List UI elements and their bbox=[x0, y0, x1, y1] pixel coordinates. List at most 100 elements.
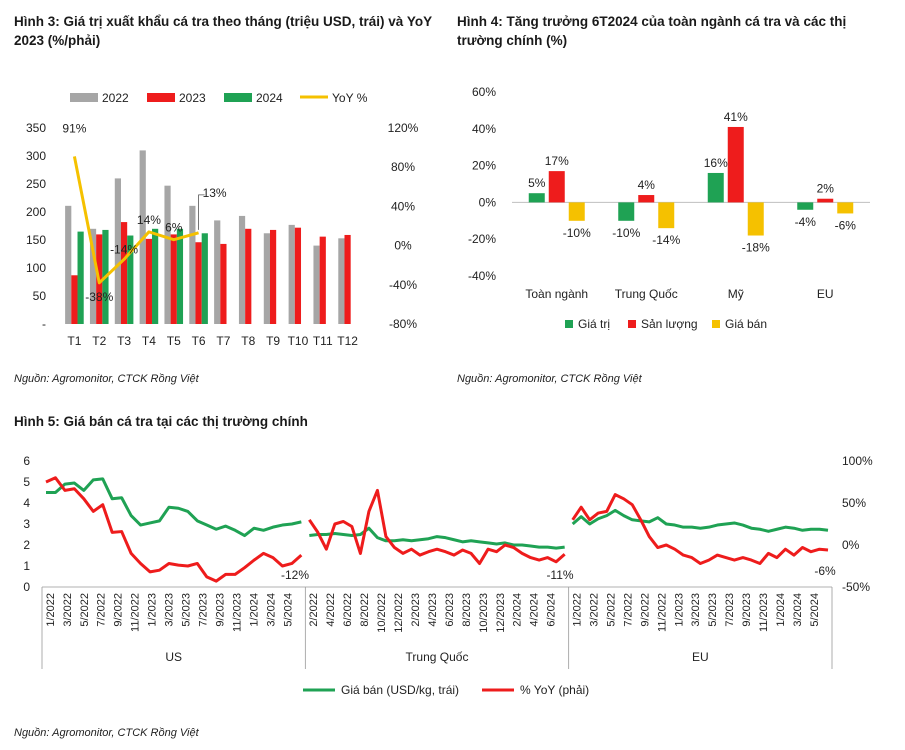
legend-label-2023: 2023 bbox=[179, 91, 206, 105]
x-tick-label: Trung Quốc bbox=[615, 287, 678, 301]
bar-2023-T7 bbox=[220, 243, 227, 324]
y-tick: 20% bbox=[472, 159, 496, 173]
data-label: -4% bbox=[795, 215, 817, 229]
x-date-tick: 3/2024 bbox=[265, 593, 277, 627]
legend-label-yoy: % YoY (phải) bbox=[520, 683, 589, 697]
y-left-tick: 150 bbox=[26, 233, 46, 247]
yoy-data-label: -14% bbox=[110, 242, 138, 256]
price-line-Trung Quốc bbox=[309, 526, 565, 550]
yoy-end-label: -11% bbox=[546, 568, 573, 582]
x-date-tick: 9/2022 bbox=[639, 593, 651, 627]
panel-label-Trung Quốc: Trung Quốc bbox=[406, 650, 469, 664]
x-date-tick: 7/2022 bbox=[622, 593, 634, 627]
x-date-tick: 11/2023 bbox=[758, 593, 770, 632]
bar-2022-T10 bbox=[288, 224, 295, 324]
x-date-tick: 6/2022 bbox=[342, 593, 354, 627]
bar-2024-T5 bbox=[176, 228, 184, 324]
x-date-tick: 1/2022 bbox=[45, 593, 57, 627]
x-tick-label: T8 bbox=[241, 334, 255, 348]
bar-Giá trị-Trung Quốc bbox=[618, 202, 635, 221]
x-tick-label: T5 bbox=[167, 334, 181, 348]
fig5-title: Hình 5: Giá bán cá tra tại các thị trườn… bbox=[14, 414, 308, 429]
bar-Giá trị-EU bbox=[797, 202, 814, 210]
x-date-tick: 6/2023 bbox=[444, 593, 456, 627]
data-label: 5% bbox=[528, 176, 546, 190]
yoy-line-EU bbox=[571, 493, 829, 565]
x-tick-label: EU bbox=[817, 287, 834, 301]
bar-2022-T5 bbox=[164, 185, 171, 324]
data-label: -10% bbox=[563, 226, 591, 240]
y-right-tick: 40% bbox=[391, 199, 415, 213]
x-date-tick: 5/2022 bbox=[79, 593, 91, 627]
bar-Giá bán-Mỹ bbox=[747, 202, 764, 236]
x-date-tick: 12/2023 bbox=[495, 593, 507, 633]
fig5-chart: 0 1 2 3 4 5 6 -50% 0% 50% 100% 1/2022 3/2022 5/2022 7/… bbox=[23, 454, 873, 697]
x-date-tick: 11/2022 bbox=[130, 593, 142, 632]
x-date-tick: 11/2023 bbox=[231, 593, 243, 632]
y-left-tick: 200 bbox=[26, 205, 46, 219]
x-date-tick: 1/2024 bbox=[248, 593, 260, 627]
yoy-data-label: 6% bbox=[165, 221, 183, 235]
x-date-tick: 9/2023 bbox=[741, 593, 753, 627]
x-tick-label: T9 bbox=[266, 334, 280, 348]
x-tick-label: T1 bbox=[67, 334, 81, 348]
fig4-source: Nguồn: Agromonitor, CTCK Rồng Việt bbox=[457, 373, 642, 385]
bar-2023-T4 bbox=[145, 238, 153, 324]
bar-2022-T1 bbox=[65, 205, 72, 324]
bar-Giá bán-Trung Quốc bbox=[658, 202, 675, 229]
x-date-tick: 2/2024 bbox=[512, 593, 524, 627]
bar-2024-T1 bbox=[77, 231, 84, 324]
bar-2022-T8 bbox=[238, 215, 246, 324]
legend-label-Giá bán: Giá bán bbox=[725, 317, 767, 331]
x-date-tick: 2/2023 bbox=[410, 593, 422, 627]
bar-Giá trị-Toàn ngành bbox=[528, 193, 545, 203]
y-left-tick: 1 bbox=[23, 559, 30, 573]
x-date-tick: 7/2022 bbox=[96, 593, 108, 627]
bar-2024-T4 bbox=[152, 228, 159, 324]
legend-label-yoy: YoY % bbox=[332, 91, 368, 105]
x-date-tick: 3/2023 bbox=[690, 593, 702, 627]
y-tick: -20% bbox=[468, 232, 496, 246]
yoy-end-label: -6% bbox=[814, 564, 836, 578]
data-label: -10% bbox=[612, 226, 640, 240]
bar-2022-T12 bbox=[338, 238, 345, 324]
x-date-tick: 3/2022 bbox=[62, 593, 74, 627]
legend-swatch-2022 bbox=[70, 93, 98, 102]
y-left-tick: 4 bbox=[23, 496, 30, 510]
legend-label-Giá trị: Giá trị bbox=[578, 317, 610, 331]
x-date-tick: 4/2022 bbox=[325, 593, 337, 627]
fig4-title: Hình 4: Tăng trưởng 6T2024 của toàn ngàn… bbox=[457, 14, 847, 48]
bar-Sản lượng-Trung Quốc bbox=[638, 195, 655, 203]
fig5-source: Nguồn: Agromonitor, CTCK Rồng Việt bbox=[14, 727, 199, 739]
yoy-data-label: 13% bbox=[203, 186, 227, 200]
x-date-tick: 5/2024 bbox=[282, 593, 294, 627]
data-label: 4% bbox=[638, 178, 656, 192]
x-date-tick: 12/2022 bbox=[393, 593, 405, 633]
x-date-tick: 5/2023 bbox=[181, 593, 193, 627]
bar-Giá bán-Toàn ngành bbox=[568, 202, 585, 221]
panel-label-US: US bbox=[165, 650, 182, 664]
yoy-data-label: -38% bbox=[85, 290, 113, 304]
x-date-tick: 3/2022 bbox=[588, 593, 600, 627]
y-left-tick: 2 bbox=[23, 538, 30, 552]
bar-2023-T8 bbox=[245, 228, 252, 324]
x-date-tick: 5/2024 bbox=[809, 593, 821, 627]
data-label: 17% bbox=[545, 154, 569, 168]
legend-label-price: Giá bán (USD/kg, trái) bbox=[341, 683, 459, 697]
y-tick: 0% bbox=[479, 195, 497, 209]
y-left-tick: 0 bbox=[23, 580, 30, 594]
x-date-tick: 6/2024 bbox=[546, 593, 558, 627]
legend-swatch-Giá trị bbox=[565, 320, 573, 328]
x-date-tick: 7/2023 bbox=[198, 593, 210, 627]
data-label: 2% bbox=[817, 182, 835, 196]
y-right-tick: 120% bbox=[388, 121, 419, 135]
x-date-tick: 1/2024 bbox=[775, 593, 787, 627]
legend-swatch-Sản lượng bbox=[628, 320, 636, 328]
y-left-tick: 100 bbox=[26, 261, 46, 275]
bar-2023-T12 bbox=[344, 234, 351, 324]
bar-2024-T3 bbox=[127, 235, 134, 324]
y-right-tick: -40% bbox=[389, 278, 417, 292]
y-tick: 40% bbox=[472, 122, 496, 136]
bar-2023-T10 bbox=[294, 227, 302, 324]
yoy-data-label: 91% bbox=[62, 121, 86, 135]
